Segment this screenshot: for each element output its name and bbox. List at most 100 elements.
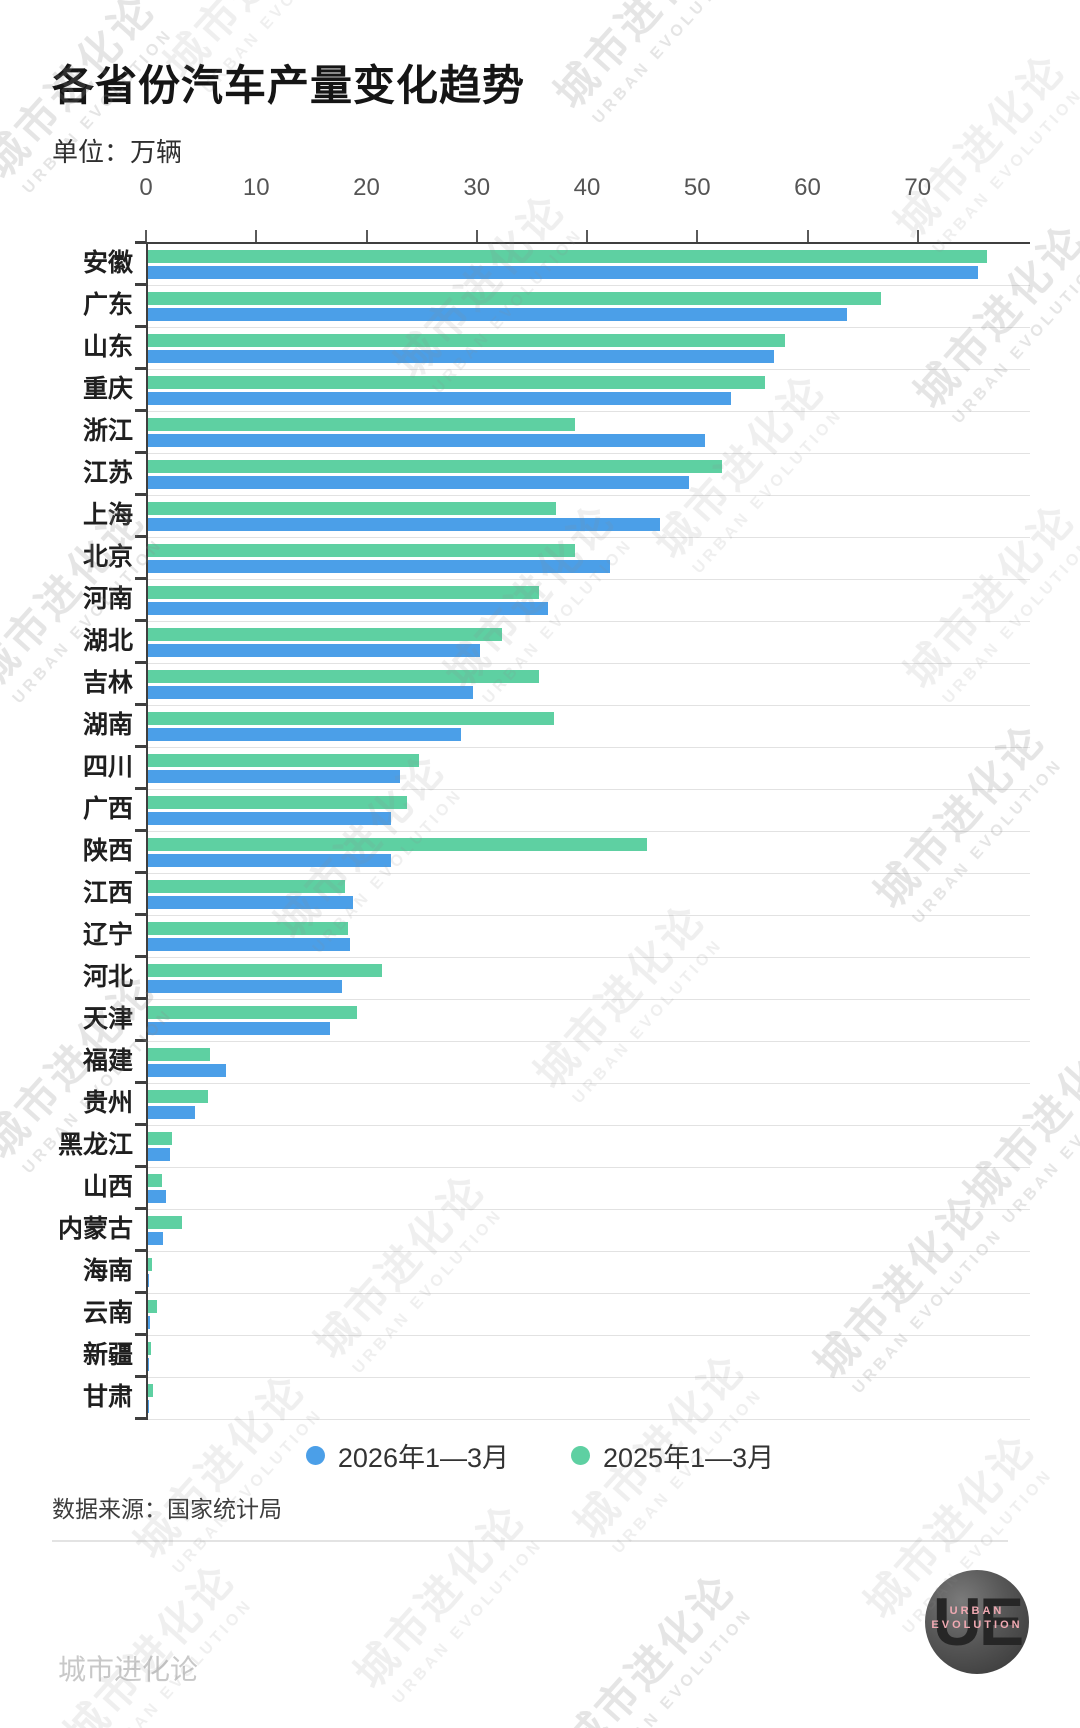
legend-dot-2026-icon	[305, 1446, 325, 1465]
page-title: 各省份汽车产量变化趋势	[52, 62, 526, 109]
watermark-en-text: URBAN EVOLUTION	[589, 0, 747, 128]
bar-2026	[148, 770, 401, 783]
bar-2026	[148, 308, 847, 321]
y-axis-tick	[135, 829, 146, 832]
y-axis-label: 河南	[82, 585, 133, 613]
y-axis-label: 黑龙江	[57, 1131, 133, 1159]
legend-dot-2025-icon	[571, 1446, 590, 1465]
y-axis-label: 江西	[82, 879, 133, 907]
bar-2026	[148, 1232, 164, 1245]
watermark-en-text: URBAN EVOLUTION	[599, 1605, 757, 1728]
watermark-cn-text: 城市进化论	[545, 0, 735, 118]
bar-2026	[148, 266, 979, 279]
bar-2025	[148, 838, 648, 851]
chart-row	[148, 412, 1030, 454]
y-axis-label: 湖北	[82, 627, 133, 655]
bar-2026	[148, 1148, 171, 1161]
y-axis-label: 河北	[82, 963, 133, 991]
y-axis-tick	[135, 1039, 146, 1042]
watermark-en-text: URBAN EVOLUTION	[929, 85, 1080, 258]
x-axis-tick-label: 60	[794, 174, 821, 201]
bar-2025	[148, 376, 766, 389]
bar-2026	[148, 1274, 150, 1287]
ue-logo-text: URBAN EVOLUTION	[925, 1604, 1029, 1632]
bar-2025	[148, 334, 786, 347]
chart-row	[148, 916, 1030, 958]
y-axis-tick	[135, 367, 146, 370]
chart-row	[148, 748, 1030, 790]
y-axis-label: 湖南	[82, 711, 133, 739]
chart-row	[148, 958, 1030, 1000]
bar-2025	[148, 1090, 208, 1103]
y-axis-tick	[135, 577, 146, 580]
chart-row	[148, 1294, 1030, 1336]
bar-2025	[148, 1258, 153, 1271]
ue-logo: UE URBAN EVOLUTION	[925, 1570, 1029, 1674]
chart-row	[148, 328, 1030, 370]
y-axis-label: 内蒙古	[57, 1215, 133, 1243]
chart-row	[148, 286, 1030, 328]
y-axis-label: 海南	[82, 1257, 133, 1285]
x-axis-tick	[475, 230, 478, 242]
legend-label-2026: 2026年1—3月	[337, 1443, 509, 1473]
ue-logo-monogram: UE	[932, 1584, 1024, 1660]
brand-name: 城市进化论	[58, 1654, 199, 1685]
watermark-en-text: URBAN EVOLUTION	[389, 1535, 547, 1708]
x-axis-tick	[916, 230, 919, 242]
chart-row	[148, 1126, 1030, 1168]
chart-row	[148, 832, 1030, 874]
x-axis-tick	[586, 230, 588, 242]
chart-row	[148, 244, 1030, 286]
bar-2025	[148, 670, 540, 683]
chart-row	[148, 1168, 1030, 1210]
y-axis-tick	[135, 283, 146, 286]
y-axis-tick	[135, 913, 146, 916]
chart-row	[148, 370, 1030, 412]
y-axis-label: 上海	[82, 501, 133, 529]
bar-2025	[148, 880, 346, 893]
y-axis-tick	[135, 493, 146, 496]
chart-row	[148, 538, 1030, 580]
y-axis-label: 甘肃	[82, 1383, 133, 1411]
bar-2026	[148, 350, 775, 363]
y-axis-tick	[135, 955, 146, 958]
y-axis-label: 四川	[82, 753, 133, 781]
ue-logo-line1: URBAN	[949, 1605, 1005, 1617]
bar-2026	[148, 644, 480, 657]
bar-2025	[148, 964, 382, 977]
x-axis-tick-label: 20	[353, 174, 380, 201]
legend-label-2025: 2025年1—3月	[603, 1443, 775, 1473]
bar-2026	[148, 602, 549, 615]
y-axis-tick	[135, 1081, 146, 1084]
bar-2025	[148, 460, 723, 473]
y-axis-label: 吉林	[82, 669, 133, 697]
ue-logo-line2: EVOLUTION	[931, 1619, 1023, 1631]
y-axis-label: 新疆	[82, 1341, 133, 1369]
y-axis-label: 重庆	[82, 375, 133, 403]
plot-area	[146, 242, 1030, 1420]
chart-row	[148, 706, 1030, 748]
bar-2025	[148, 292, 882, 305]
y-axis-tick	[135, 451, 146, 454]
y-axis-tick	[135, 1165, 146, 1168]
bar-2026	[148, 518, 660, 531]
x-axis-tick	[255, 230, 258, 242]
chart-row	[148, 454, 1030, 496]
y-axis-label: 陕西	[82, 837, 133, 865]
bar-2025	[148, 628, 502, 641]
x-axis-tick-label: 10	[242, 174, 270, 201]
bar-2025	[148, 1216, 183, 1229]
bar-2026	[148, 560, 610, 573]
x-axis-tick	[365, 230, 368, 242]
bar-2025	[148, 544, 575, 557]
chart-row	[148, 622, 1030, 664]
y-axis-tick	[135, 871, 146, 874]
y-axis-tick	[135, 1123, 146, 1126]
bar-2026	[148, 728, 462, 741]
y-axis-label: 辽宁	[82, 921, 133, 949]
chart-row	[148, 1378, 1030, 1420]
